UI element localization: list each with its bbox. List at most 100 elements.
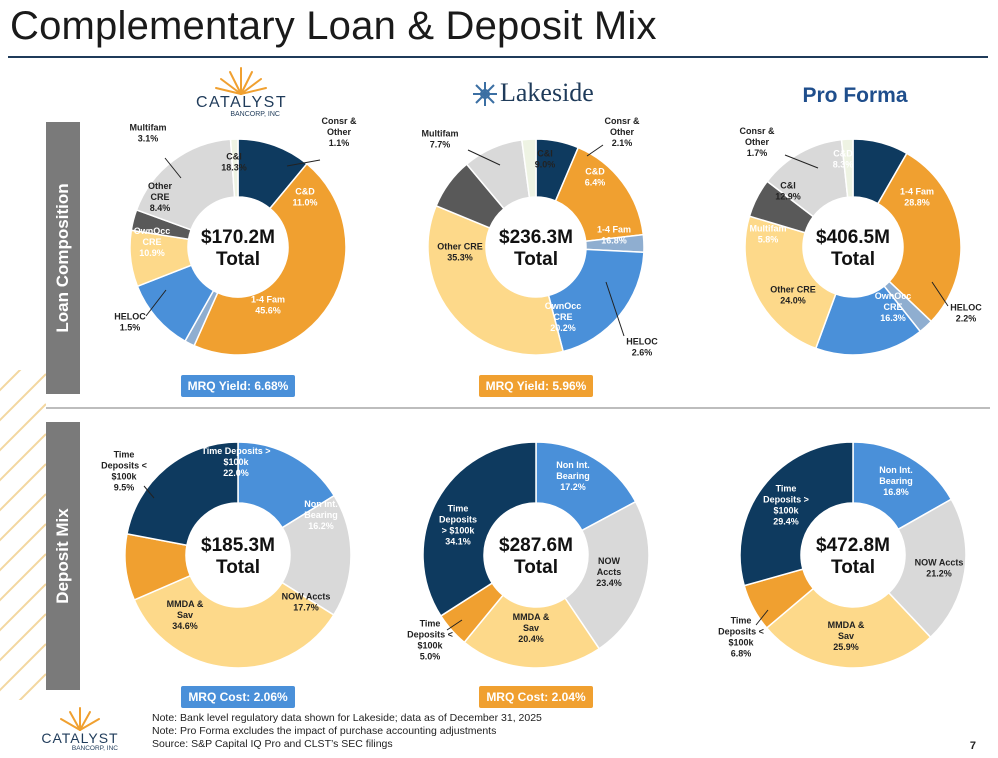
- slice-label-line: Time: [731, 616, 752, 626]
- slice-label-line: 2.2%: [956, 314, 977, 324]
- slice-label-line: Consr &: [321, 116, 357, 126]
- donut-slice: [840, 138, 854, 199]
- slice-label: Consr & Other 1.1%: [321, 116, 357, 148]
- slice-label-line: Multifam: [130, 123, 167, 133]
- slice-label-line: Deposits >: [763, 495, 809, 505]
- slice-label-line: MMDA &: [828, 620, 865, 630]
- slice-label: Time Deposits > $100k 29.4%: [763, 484, 809, 527]
- center-total-value: $170.2M: [201, 227, 275, 248]
- center-total-value: $287.6M: [499, 535, 573, 556]
- donut-chart: C&D 11.0%1-4 Fam 45.6%HELOC 1.5%OwnOcc CRE 10…: [114, 116, 357, 356]
- slice-label-line: CRE: [553, 312, 572, 322]
- slice-label: HELOC 2.6%: [626, 337, 658, 358]
- center-total-label: Total: [831, 557, 875, 578]
- donut-chart: C&D 6.4% 1-4 Fam 16.8% HELOC 2.6% OwnOcc CRE 20.…: [422, 116, 659, 358]
- center-total-label: Total: [514, 557, 558, 578]
- footnote-line: Note: Pro Forma excludes the impact of p…: [152, 725, 497, 737]
- leader-line: [446, 619, 463, 631]
- donut-slice: [564, 500, 650, 650]
- slice-label: NOW Accts 23.4%: [596, 556, 622, 588]
- slice-label-line: 20.4%: [518, 634, 544, 644]
- slice-label-line: Other: [327, 127, 352, 137]
- catalyst-yield-pill: MRQ Yield: 6.68%: [181, 375, 295, 397]
- donut-slice: [281, 494, 352, 616]
- donut-slice: [765, 587, 932, 669]
- slice-label-line: Deposits <: [718, 627, 764, 637]
- slice-label-line: 16.8%: [883, 487, 909, 497]
- pro-forma-header: Pro Forma: [802, 84, 908, 107]
- slice-label: Consr & Other 2.1%: [604, 116, 640, 148]
- leader-line: [784, 154, 819, 169]
- donut-slice: [547, 248, 645, 353]
- donut-slice: [126, 441, 239, 547]
- slice-label: MMDA & Sav 25.9%: [828, 620, 865, 652]
- slice-label-line: Multifam: [750, 224, 787, 234]
- slice-label-line: Sav: [523, 623, 539, 633]
- catalyst-logo-sub: BANCORP, INC: [230, 111, 280, 118]
- slice-label-line: HELOC: [950, 303, 982, 313]
- slice-label-line: 20.2%: [550, 323, 576, 333]
- slice-label-line: > $100k: [442, 526, 476, 536]
- slice-label: Other CRE 24.0%: [770, 285, 816, 306]
- slice-label: OwnOcc CRE 16.3%: [875, 291, 912, 323]
- footer-sun-icon: [60, 707, 100, 731]
- slice-label-line: OwnOcc: [134, 226, 171, 236]
- slice-label: HELOC 2.2%: [950, 303, 982, 324]
- slice-label-line: 1-4 Fam: [597, 225, 631, 235]
- slice-label-line: $100k: [111, 472, 137, 482]
- deposit-mix-label: Deposit Mix: [46, 422, 80, 690]
- slice-label-line: Other CRE: [770, 285, 816, 295]
- slice-label-line: HELOC: [626, 337, 658, 347]
- donut-slice: [744, 215, 837, 350]
- slice-label-line: CRE: [142, 237, 161, 247]
- slice-label: Multifam 5.8%: [750, 224, 787, 245]
- slice-label-line: $100k: [223, 457, 249, 467]
- slice-label-line: 45.6%: [255, 306, 281, 316]
- leader-line: [931, 281, 949, 307]
- center-total-value: $472.8M: [816, 535, 890, 556]
- slice-label-line: 9.5%: [114, 483, 135, 493]
- slice-label: Time Deposits < $100k 9.5%: [101, 450, 147, 493]
- slice-label-line: 16.3%: [880, 313, 906, 323]
- slice-label-line: Non Int.: [304, 499, 338, 509]
- lakeside-mark-icon: [473, 82, 497, 106]
- slice-label-line: Deposits <: [101, 461, 147, 471]
- footnote-line: Note: Bank level regulatory data shown f…: [152, 712, 542, 724]
- donut-slice: [739, 441, 854, 587]
- slice-label-line: 16.2%: [308, 521, 334, 531]
- slice-label-line: 34.1%: [445, 537, 471, 547]
- slice-label-line: Other: [745, 137, 770, 147]
- leader-line: [145, 289, 167, 317]
- donut-slice: [876, 152, 962, 323]
- slice-label-line: 12.9%: [775, 192, 801, 202]
- leader-line: [286, 159, 321, 167]
- slice-label: C&D 6.4%: [585, 167, 606, 188]
- slice-label-line: 28.8%: [904, 198, 930, 208]
- slice-label-line: Sav: [838, 631, 854, 641]
- catalyst-cost-pill: MRQ Cost: 2.06%: [181, 686, 295, 708]
- slice-label: 1-4 Fam 45.6%: [251, 295, 285, 316]
- title-rule: [8, 56, 988, 58]
- slice-label-line: Consr &: [604, 116, 640, 126]
- slice-label-line: 22.0%: [223, 468, 249, 478]
- footnotes: Note: Bank level regulatory data shown f…: [152, 712, 542, 751]
- slice-label-line: Bearing: [304, 510, 338, 520]
- slice-label: C&I 9.0%: [535, 149, 556, 170]
- slice-label-line: Deposits: [439, 515, 477, 525]
- slice-label-line: CRE: [150, 192, 169, 202]
- footer-logo-name: CATALYST: [41, 730, 119, 746]
- leader-line: [755, 609, 769, 626]
- slice-label: Consr & Other 1.7%: [739, 126, 775, 158]
- slice-label-line: 8.4%: [150, 203, 171, 213]
- lakeside-cost-pill: MRQ Cost: 2.04%: [479, 686, 593, 708]
- slice-label-line: Bearing: [879, 476, 913, 486]
- slice-label: MMDA & Sav 20.4%: [513, 612, 550, 644]
- slice-label-line: $100k: [773, 506, 799, 516]
- slice-label-line: 1-4 Fam: [251, 295, 285, 305]
- slice-label-line: C&I: [226, 152, 242, 162]
- center-total-value: $406.5M: [816, 227, 890, 248]
- center-total-label: Total: [216, 557, 260, 578]
- slice-label-line: 16.8%: [601, 236, 627, 246]
- row-divider: [46, 407, 990, 409]
